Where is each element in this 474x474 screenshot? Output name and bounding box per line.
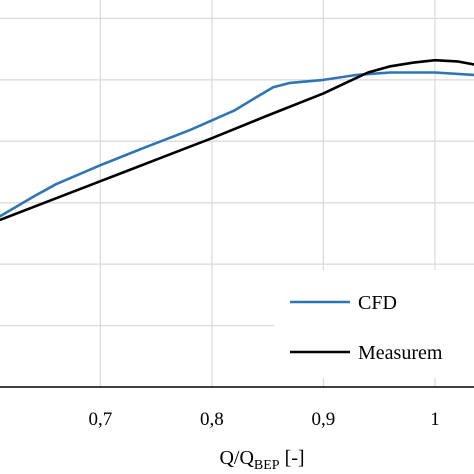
x-tick-labels: 0,7 0,8 0,9 1 <box>89 409 440 430</box>
x-axis-title-main: Q/Q <box>219 447 254 469</box>
x-tick-label-1: 0,8 <box>200 409 224 430</box>
x-tick-label-3: 1 <box>430 409 440 430</box>
x-axis-title-subscript: BEP <box>254 458 280 473</box>
series-line-1 <box>0 58 474 222</box>
x-axis-title-unit: [-] <box>280 447 305 469</box>
x-tick-label-2: 0,9 <box>312 409 336 430</box>
legend-background <box>274 270 474 378</box>
legend: CFD Measurem <box>274 270 474 378</box>
x-tick-label-0: 0,7 <box>89 409 113 430</box>
x-axis-title: Q/QBEP [-] <box>219 447 304 473</box>
horizontal-gridlines <box>0 17 474 327</box>
series-layer <box>0 58 474 222</box>
series-line-0 <box>0 71 474 218</box>
legend-label-0: CFD <box>358 292 397 314</box>
legend-label-1: Measurem <box>358 342 443 364</box>
